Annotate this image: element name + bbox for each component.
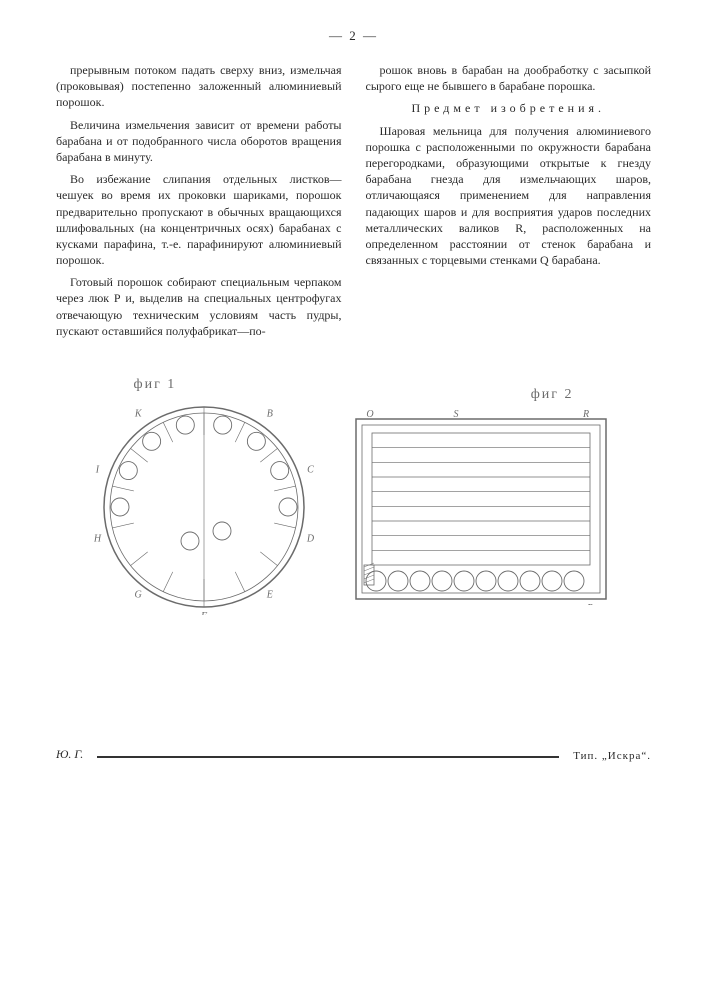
- para: Во избежание слипания отдельных листков—…: [56, 171, 342, 268]
- footer-rule: [97, 756, 559, 758]
- right-column: рошок вновь в барабан на дообработку с з…: [366, 62, 652, 345]
- fig1-diagram: A B C D E F G H I K: [94, 395, 314, 615]
- svg-text:D: D: [305, 533, 313, 544]
- para: прерывным потоком падать сверху вниз, из…: [56, 62, 342, 111]
- svg-text:G: G: [134, 589, 141, 600]
- svg-text:A: A: [199, 395, 207, 398]
- signature: Ю. Г.: [56, 747, 83, 762]
- svg-text:E: E: [265, 589, 272, 600]
- para: Величина измельчения зависит от времени …: [56, 117, 342, 166]
- svg-text:H: H: [94, 533, 102, 544]
- press-mark: Тип. „Искра“.: [573, 750, 651, 762]
- svg-text:C: C: [307, 464, 314, 475]
- claim-text: Шаровая мельница для получения алюминиев…: [366, 123, 652, 269]
- fig2-diagram: O S R P: [344, 405, 614, 605]
- svg-text:F: F: [199, 611, 207, 615]
- text-columns: прерывным потоком падать сверху вниз, из…: [56, 62, 651, 345]
- fig2-label: фиг 2: [531, 387, 574, 403]
- fig1-label: фиг 1: [134, 377, 177, 393]
- left-column: прерывным потоком падать сверху вниз, из…: [56, 62, 342, 345]
- svg-text:O: O: [366, 409, 373, 420]
- page-number: — 2 —: [56, 28, 651, 44]
- figure-1: фиг 1 ABCDEFGHIK: [94, 395, 314, 620]
- figure-2: фиг 2 OSRP: [344, 405, 614, 610]
- svg-text:R: R: [581, 409, 588, 420]
- para: Готовый порошок собирают специальным чер…: [56, 274, 342, 339]
- figures-row: фиг 1 A B C D E F G H I K фиг 2 O S R P: [56, 377, 651, 637]
- svg-text:K: K: [133, 408, 142, 419]
- svg-text:I: I: [94, 464, 99, 475]
- svg-text:B: B: [266, 408, 272, 419]
- svg-text:P: P: [585, 603, 592, 605]
- svg-text:S: S: [453, 409, 458, 420]
- para: рошок вновь в барабан на дообработку с з…: [366, 62, 652, 94]
- claim-heading: Предмет изобретения.: [366, 100, 652, 116]
- footer: Ю. Г. Тип. „Искра“.: [56, 747, 651, 762]
